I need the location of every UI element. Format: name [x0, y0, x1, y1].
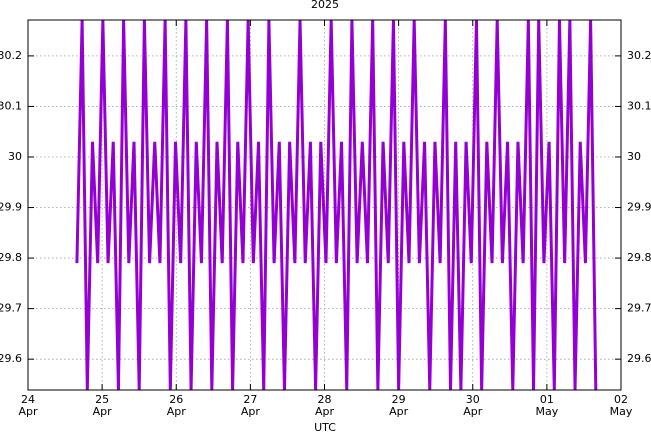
chart-title: 2025 — [311, 0, 339, 11]
x-tick-label: 01 May — [536, 393, 559, 418]
data-line — [75, 20, 598, 390]
x-tick-label: 30 Apr — [463, 393, 483, 418]
x-tick-label: 27 Apr — [241, 393, 261, 418]
y2-tick-label: 30 — [627, 150, 641, 163]
x-tick-label: 24 Apr — [18, 393, 38, 418]
x-tick-label: 25 Apr — [93, 393, 113, 418]
x-axis-label: UTC — [314, 421, 336, 432]
y2-tick-label: 29.7 — [627, 302, 651, 315]
y2-tick-label: 29.8 — [627, 251, 651, 264]
y2-tick-label: 29.6 — [627, 352, 651, 365]
y2-tick-label: 30.1 — [627, 99, 651, 112]
y2-tick-label: 29.9 — [627, 201, 651, 214]
y-tick-label: 29.6 — [0, 352, 22, 365]
x-tick-label: 29 Apr — [389, 393, 409, 418]
y-tick-label: 30.1 — [0, 99, 22, 112]
plot-border — [27, 19, 622, 391]
y2-tick-label: 30.2 — [627, 49, 651, 62]
y-tick-label: 29.7 — [0, 302, 22, 315]
y-tick-label: 30 — [8, 150, 22, 163]
x-tick-label: 02 May — [610, 393, 633, 418]
y-tick-label: 29.8 — [0, 251, 22, 264]
y-tick-label: 29.9 — [0, 201, 22, 214]
x-tick-label: 26 Apr — [167, 393, 187, 418]
y-tick-label: 30.2 — [0, 49, 22, 62]
x-tick-label: 28 Apr — [315, 393, 335, 418]
